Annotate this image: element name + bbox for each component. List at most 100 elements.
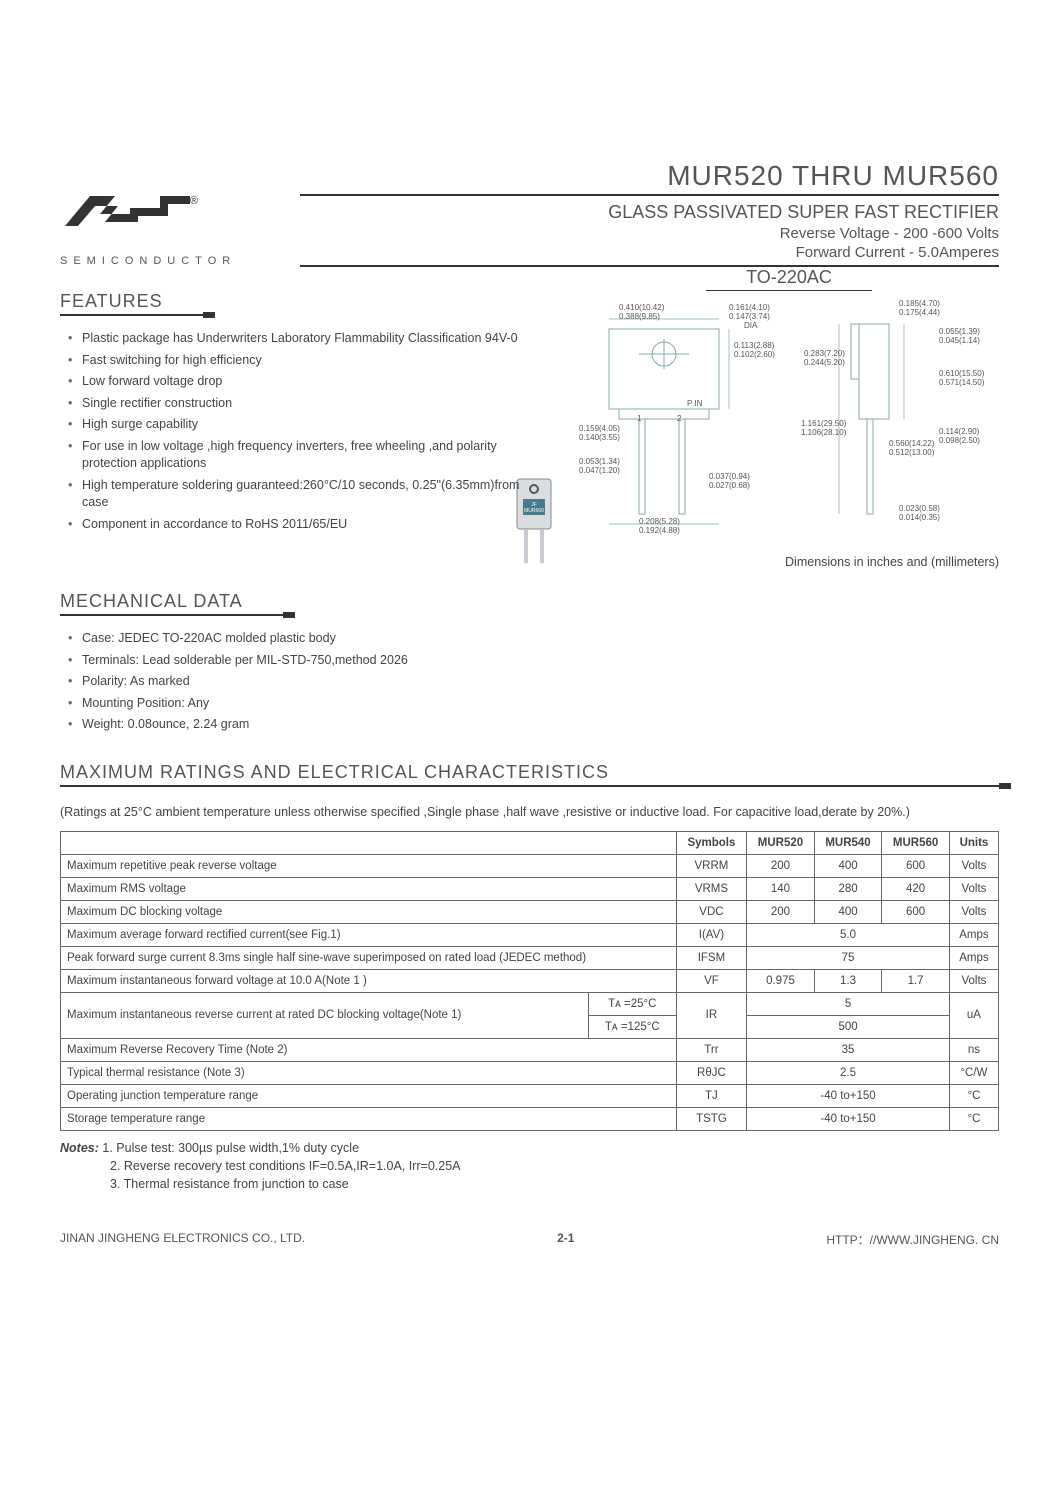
dim-32: 0.023(0.58) <box>899 504 940 513</box>
feature-item: High surge capability <box>68 416 549 434</box>
dim-12: 0.244(5.20) <box>804 358 845 367</box>
footer-company: JINAN JINGHENG ELECTRONICS CO., LTD. <box>60 1231 305 1248</box>
table-cell: 400 <box>814 900 882 923</box>
dim-10: 0.045(1.14) <box>939 336 980 345</box>
dim-21: 1.106(28.10) <box>801 428 846 437</box>
table-cell: VF <box>676 969 747 992</box>
table-cell: °C <box>949 1107 998 1130</box>
reg-mark: ® <box>190 195 198 207</box>
ratings-table: Symbols MUR520 MUR540 MUR560 Units Maxim… <box>60 831 999 1131</box>
dim-4: DIA <box>744 321 757 330</box>
dim-caption: Dimensions in inches and (millimeters) <box>579 555 999 569</box>
table-cell: 500 <box>747 1015 950 1038</box>
table-cell: TSTG <box>676 1107 747 1130</box>
table-cell: 5 <box>747 992 950 1015</box>
dim-25: 0.512(13.00) <box>889 448 934 457</box>
dim-27: 0.098(2.50) <box>939 436 980 445</box>
table-cell: TJ <box>676 1084 747 1107</box>
feature-item: High temperature soldering guaranteed:26… <box>68 477 549 512</box>
table-cell: Volts <box>949 854 998 877</box>
dim-30: 0.208(5.28) <box>639 517 680 526</box>
dim-9: 0.055(1.39) <box>939 327 980 336</box>
dim-18: 0.159(4.05) <box>579 424 620 433</box>
ratings-heading: MAXIMUM RATINGS AND ELECTRICAL CHARACTER… <box>60 762 999 787</box>
col-symbols: Symbols <box>676 831 747 854</box>
table-cell: Volts <box>949 900 998 923</box>
dim-6: 0.175(4.44) <box>899 308 940 317</box>
mechanical-item: Mounting Position: Any <box>68 695 549 713</box>
table-cell: Maximum average forward rectified curren… <box>61 923 677 946</box>
table-cell: VRMS <box>676 877 747 900</box>
table-cell: °C <box>949 1084 998 1107</box>
table-cell: 200 <box>747 900 815 923</box>
table-cell: Maximum Reverse Recovery Time (Note 2) <box>61 1038 677 1061</box>
table-cell: Maximum instantaneous forward voltage at… <box>61 969 677 992</box>
table-cell: Operating junction temperature range <box>61 1084 677 1107</box>
table-cell: Tᴀ =125°C <box>588 1015 676 1038</box>
table-cell: 280 <box>814 877 882 900</box>
mechanical-item: Polarity: As marked <box>68 673 549 691</box>
spec-forward-current: Forward Current - 5.0Amperes <box>300 244 999 261</box>
mechanical-item: Case: JEDEC TO-220AC molded plastic body <box>68 630 549 648</box>
col-mur540: MUR540 <box>814 831 882 854</box>
features-list: Plastic package has Underwriters Laborat… <box>60 330 549 533</box>
notes-label: Notes: <box>60 1141 99 1155</box>
mechanical-item: Terminals: Lead solderable per MIL-STD-7… <box>68 652 549 670</box>
mechanical-item: Weight: 0.08ounce, 2.24 gram <box>68 716 549 734</box>
feature-item: Low forward voltage drop <box>68 373 549 391</box>
dim-22: 0.053(1.34) <box>579 457 620 466</box>
dim-14: 0.571(14.50) <box>939 378 984 387</box>
dim-23: 0.047(1.20) <box>579 466 620 475</box>
dim-5: 0.185(4.70) <box>899 299 940 308</box>
table-cell: uA <box>949 992 998 1038</box>
dim-31: 0.192(4.88) <box>639 526 680 535</box>
table-cell: -40 to+150 <box>747 1084 950 1107</box>
table-cell: IR <box>676 992 747 1038</box>
dim-8: 0.102(2.60) <box>734 350 775 359</box>
feature-item: Single rectifier construction <box>68 395 549 413</box>
table-cell: Amps <box>949 923 998 946</box>
table-cell: Volts <box>949 877 998 900</box>
table-cell: -40 to+150 <box>747 1107 950 1130</box>
table-cell: VDC <box>676 900 747 923</box>
dim-16: 1 <box>637 414 641 423</box>
table-cell: ns <box>949 1038 998 1061</box>
table-cell: Amps <box>949 946 998 969</box>
spec-reverse-voltage: Reverse Voltage - 200 -600 Volts <box>300 225 999 242</box>
dim-0: 0.410(10.42) <box>619 303 664 312</box>
table-cell: Maximum repetitive peak reverse voltage <box>61 854 677 877</box>
dim-11: 0.283(7.20) <box>804 349 845 358</box>
table-cell: Typical thermal resistance (Note 3) <box>61 1061 677 1084</box>
dim-1: 0.388(9.85) <box>619 312 660 321</box>
mechanical-list: Case: JEDEC TO-220AC molded plastic body… <box>60 630 549 734</box>
feature-item: Fast switching for high efficiency <box>68 352 549 370</box>
table-cell: 5.0 <box>747 923 950 946</box>
footer-url: HTTP：//WWW.JINGHENG. CN <box>826 1231 999 1248</box>
dim-28: 0.037(0.94) <box>709 472 750 481</box>
dim-3: 0.147(3.74) <box>729 312 770 321</box>
table-cell: 200 <box>747 854 815 877</box>
feature-item: Plastic package has Underwriters Laborat… <box>68 330 549 348</box>
note-2: 2. Reverse recovery test conditions IF=0… <box>60 1159 999 1173</box>
table-cell: Volts <box>949 969 998 992</box>
table-cell: 140 <box>747 877 815 900</box>
company-brand: SEMICONDUCTOR <box>60 255 260 267</box>
col-mur560: MUR560 <box>882 831 950 854</box>
title-block: MUR520 THRU MUR560 GLASS PASSIVATED SUPE… <box>300 160 999 267</box>
dim-13: 0.610(15.50) <box>939 369 984 378</box>
ratings-note: (Ratings at 25°C ambient temperature unl… <box>60 805 999 819</box>
dim-33: 0.014(0.35) <box>899 513 940 522</box>
table-cell: 600 <box>882 900 950 923</box>
note-3: 3. Thermal resistance from junction to c… <box>60 1177 999 1191</box>
table-cell: 1.7 <box>882 969 950 992</box>
table-cell: IFSM <box>676 946 747 969</box>
table-cell: Tᴀ =25°C <box>588 992 676 1015</box>
notes-block: Notes: 1. Pulse test: 300µs pulse width,… <box>60 1141 999 1191</box>
dim-19: 0.140(3.55) <box>579 433 620 442</box>
dim-20: 1.161(29.50) <box>801 419 846 428</box>
note-1: 1. Pulse test: 300µs pulse width,1% duty… <box>102 1141 359 1155</box>
table-cell: 420 <box>882 877 950 900</box>
table-cell: RθJC <box>676 1061 747 1084</box>
footer-page: 2-1 <box>557 1231 574 1248</box>
dim-7: 0.113(2.88) <box>734 341 774 350</box>
